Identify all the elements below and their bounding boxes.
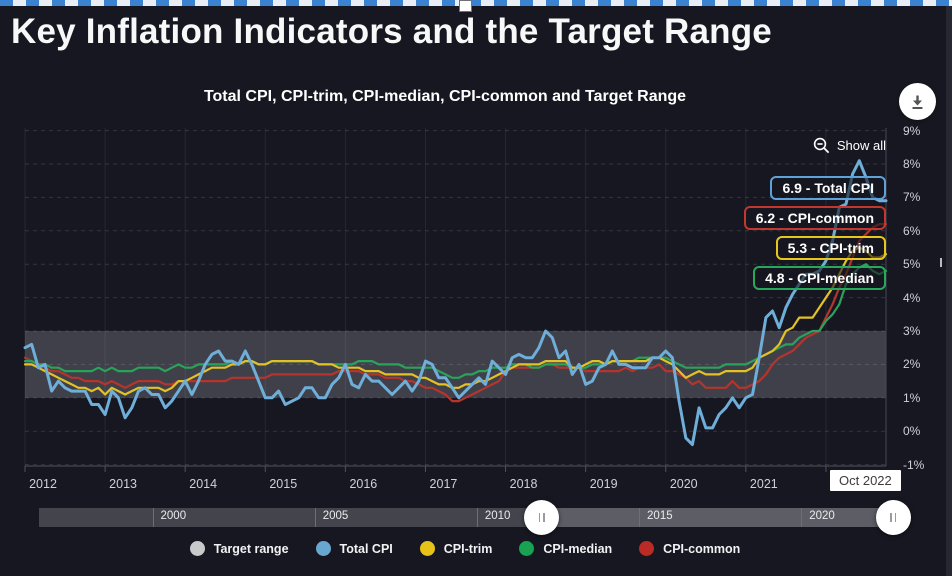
navigator[interactable]: 2000 2005 2010 2015 2020 [39, 500, 911, 535]
navigator-year-label: 2015 [647, 510, 673, 522]
legend-label: CPI-median [543, 541, 613, 556]
y-axis-label: 0% [903, 424, 921, 439]
legend-item-target-range[interactable]: Target range [189, 541, 289, 556]
y-axis-label: 9% [903, 123, 921, 138]
legend-marker-icon [419, 541, 435, 556]
selection-marquee-border [0, 0, 952, 6]
x-axis-label: 2020 [669, 477, 698, 491]
legend-marker-icon [189, 541, 205, 556]
legend: Target range Total CPI CPI-trim CPI-median C… [0, 541, 930, 556]
series-label-total-cpi: 6.9 - Total CPI [770, 176, 886, 200]
show-all-button[interactable]: Show all [813, 135, 886, 155]
legend-label: Total CPI [339, 541, 393, 556]
legend-label: CPI-common [663, 541, 741, 556]
legend-item-cpi-median[interactable]: CPI-median [519, 541, 612, 556]
right-edge-mark [940, 258, 942, 267]
series-label-cpi-median: 4.8 - CPI-median [753, 266, 886, 290]
x-axis-label: 2013 [109, 477, 137, 491]
y-axis-label: 5% [903, 257, 921, 272]
nav-handle-left[interactable] [524, 500, 560, 535]
download-button[interactable] [899, 83, 936, 120]
legend-item-total-cpi[interactable]: Total CPI [315, 541, 393, 556]
legend-label: Target range [213, 541, 289, 556]
navigator-tick [801, 508, 803, 527]
selection-marquee-handle[interactable] [459, 0, 472, 12]
x-axis-label: 2016 [349, 477, 378, 491]
series-label-cpi-trim: 5.3 - CPI-trim [775, 236, 886, 260]
y-axis-label: 2% [903, 357, 921, 372]
x-axis-label: 2019 [589, 477, 618, 491]
legend-marker-icon [639, 541, 655, 556]
x-axis-label: 2017 [429, 477, 458, 491]
x-axis-label: 2021 [749, 477, 778, 491]
navigator-year-label: 2005 [322, 510, 349, 522]
navigator-year-label: 2000 [160, 510, 187, 522]
nav-handle-right[interactable] [875, 500, 911, 535]
legend-item-cpi-trim[interactable]: CPI-trim [419, 541, 493, 556]
page-title: Key Inflation Indicators and the Target … [11, 12, 772, 51]
navigator-year-label: 2010 [484, 510, 511, 522]
navigator-mask [39, 508, 542, 527]
y-axis-label: 7% [903, 190, 921, 205]
navigator-tick [314, 508, 316, 527]
legend-marker-icon [519, 541, 535, 556]
navigator-tick [152, 508, 154, 527]
plot-svg[interactable] [23, 128, 888, 474]
x-axis-label: 2018 [509, 477, 538, 491]
legend-item-cpi-common[interactable]: CPI-common [639, 541, 740, 556]
y-axis-label: 1% [903, 390, 921, 405]
zoom-out-icon [813, 137, 830, 153]
legend-label: CPI-trim [443, 541, 493, 556]
y-axis-label: 6% [903, 223, 921, 238]
y-axis-label: 3% [903, 324, 921, 338]
navigator-tick [476, 508, 478, 527]
x-axis-last-label: Oct 2022 [830, 470, 901, 491]
series-label-cpi-common: 6.2 - CPI-common [743, 206, 886, 230]
y-axis-label: 8% [903, 157, 921, 171]
navigator-year-label: 2020 [809, 510, 835, 522]
x-axis-label: 2014 [189, 477, 218, 491]
x-axis-label: 2012 [29, 477, 57, 491]
x-axis-label: 2015 [269, 477, 298, 491]
chart-title: Total CPI, CPI-trim, CPI-median, CPI-com… [203, 88, 687, 105]
y-axis-label: -1% [903, 457, 925, 472]
show-all-label: Show all [836, 137, 886, 153]
download-icon [912, 95, 923, 109]
right-edge-strip [946, 6, 952, 576]
y-axis-label: 4% [903, 290, 921, 305]
navigator-selected-range[interactable] [541, 508, 893, 527]
navigator-tick [639, 508, 641, 527]
legend-marker-icon [315, 541, 331, 556]
